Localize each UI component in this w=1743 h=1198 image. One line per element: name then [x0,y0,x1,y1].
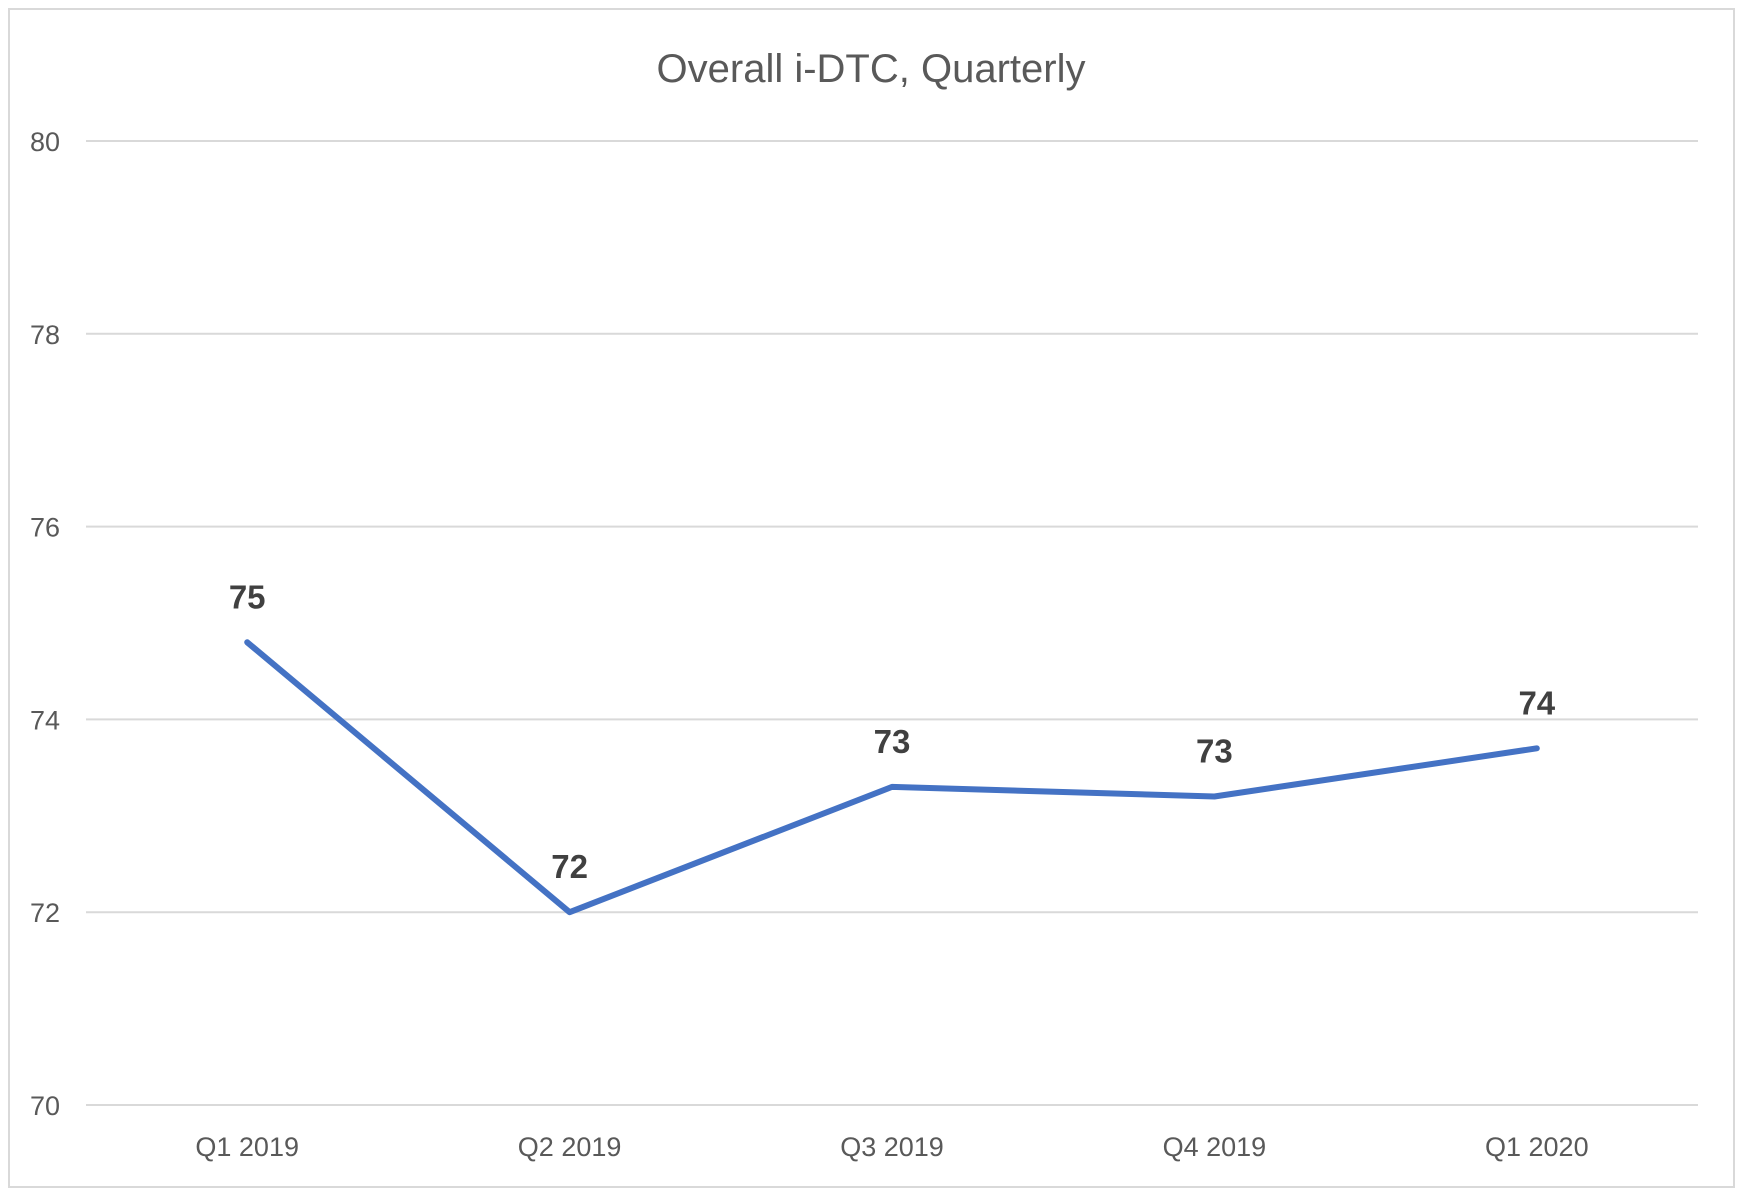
x-axis-ticks: Q1 2019 Q2 2019 Q3 2019 Q4 2019 Q1 2020 [195,1132,1588,1162]
y-tick-label: 76 [30,513,60,543]
data-labels: 75 72 73 73 74 [229,578,1556,885]
x-tick-label: Q3 2019 [840,1132,944,1162]
data-label: 73 [1196,733,1233,770]
y-axis-ticks: 70 72 74 76 78 80 [30,127,60,1121]
data-label: 73 [874,723,911,760]
data-label: 75 [229,578,266,615]
y-tick-label: 72 [30,898,60,928]
series-line [244,639,1540,916]
chart-frame [8,8,1735,1188]
x-tick-label: Q1 2020 [1485,1132,1589,1162]
y-tick-label: 80 [30,127,60,157]
gridlines [86,140,1698,1106]
chart-title: Overall i-DTC, Quarterly [657,47,1086,91]
x-tick-label: Q2 2019 [518,1132,622,1162]
y-tick-label: 70 [30,1091,60,1121]
x-tick-label: Q4 2019 [1163,1132,1267,1162]
series-layer [244,639,1540,916]
y-tick-label: 78 [30,320,60,350]
data-label: 72 [551,848,588,885]
x-tick-label: Q1 2019 [195,1132,299,1162]
data-label: 74 [1518,684,1555,721]
y-tick-label: 74 [30,705,60,735]
